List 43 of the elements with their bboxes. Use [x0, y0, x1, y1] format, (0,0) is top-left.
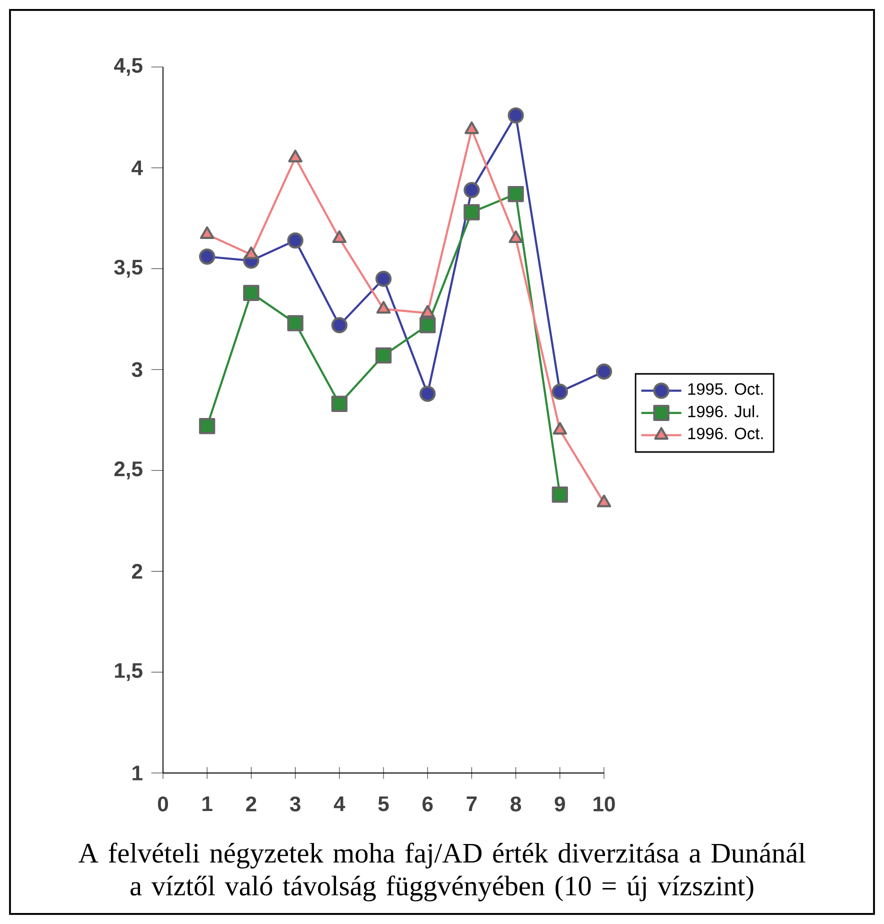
legend-label: 1995. Oct.	[688, 383, 763, 395]
point	[420, 305, 435, 318]
text: A felvételi négyzetek moha faj/AD érték diverzitása a Dunánál a víztől való távolság függvényében (10 = új vízszint)	[78, 842, 806, 902]
point	[552, 486, 568, 503]
y-tick-label: 1,5	[115, 663, 142, 682]
y-tick-label: 2	[132, 564, 142, 579]
x-tick-label: 5	[378, 796, 389, 812]
point	[420, 317, 436, 334]
x-tick-label: 7	[466, 796, 477, 812]
legend-label: 1996. Jul.	[688, 405, 758, 418]
x-tick-label: 3	[290, 796, 300, 812]
point	[420, 386, 436, 402]
point	[199, 418, 216, 434]
point	[508, 107, 524, 124]
x-tick-label: 2	[246, 796, 256, 812]
point	[375, 347, 392, 364]
point	[243, 284, 260, 301]
point	[199, 248, 216, 265]
point	[464, 204, 480, 220]
point	[287, 315, 304, 332]
y-tick-label: 3	[132, 362, 142, 378]
x-tick-label: 4	[334, 796, 346, 812]
x-tick-label: 9	[554, 796, 565, 812]
y-tick-label: 4,5	[114, 58, 142, 76]
point	[331, 396, 348, 412]
point	[287, 232, 304, 249]
y-tick-label: 3,5	[114, 260, 142, 278]
point	[596, 364, 612, 380]
legend-label: 1996. Oct.	[688, 428, 763, 440]
point	[464, 182, 480, 198]
y-tick-label: 4	[132, 160, 143, 176]
point	[508, 186, 524, 202]
point	[331, 317, 348, 334]
x-tick-label: 6	[422, 796, 433, 812]
y-tick-label: 2,5	[114, 461, 142, 480]
point	[244, 246, 258, 260]
point	[375, 270, 392, 287]
x-tick-label: 8	[510, 796, 522, 812]
point	[552, 384, 568, 400]
y-tick-label: 1	[132, 766, 142, 780]
x-tick-label: 1	[202, 796, 212, 812]
x-tick-label: 10	[594, 796, 615, 812]
x-tick-label: 0	[158, 796, 168, 812]
